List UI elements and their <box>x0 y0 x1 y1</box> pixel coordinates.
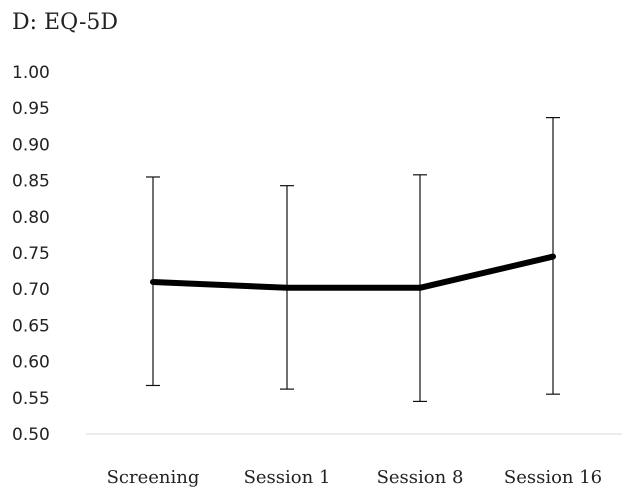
x-tick-label: Session 8 <box>377 467 464 488</box>
x-tick-label: Screening <box>107 467 200 488</box>
chart-title: D: EQ-5D <box>12 10 119 35</box>
error-bars <box>146 117 560 403</box>
y-tick-label: 0.60 <box>12 353 50 373</box>
series-line <box>150 253 556 291</box>
y-tick-label: 0.85 <box>12 172 50 192</box>
y-tick-label: 0.80 <box>12 208 50 228</box>
x-axis-tick-labels: Screening Session 1 Session 8 Session 16 <box>107 467 603 488</box>
y-tick-label: 0.65 <box>12 316 50 336</box>
y-tick-label: 0.50 <box>12 425 50 445</box>
y-tick-label: 0.90 <box>12 135 50 155</box>
x-tick-label: Session 16 <box>504 467 602 488</box>
y-tick-label: 0.70 <box>12 280 50 300</box>
y-tick-label: 0.95 <box>12 99 50 119</box>
y-tick-label: 1.00 <box>12 63 50 83</box>
x-tick-label: Session 1 <box>244 467 331 488</box>
y-axis-tick-labels: 1.00 0.95 0.90 0.85 0.80 0.75 0.70 0.65 0.60 0.55… <box>12 63 50 445</box>
y-tick-label: 0.55 <box>12 389 50 409</box>
y-tick-label: 0.75 <box>12 244 50 264</box>
